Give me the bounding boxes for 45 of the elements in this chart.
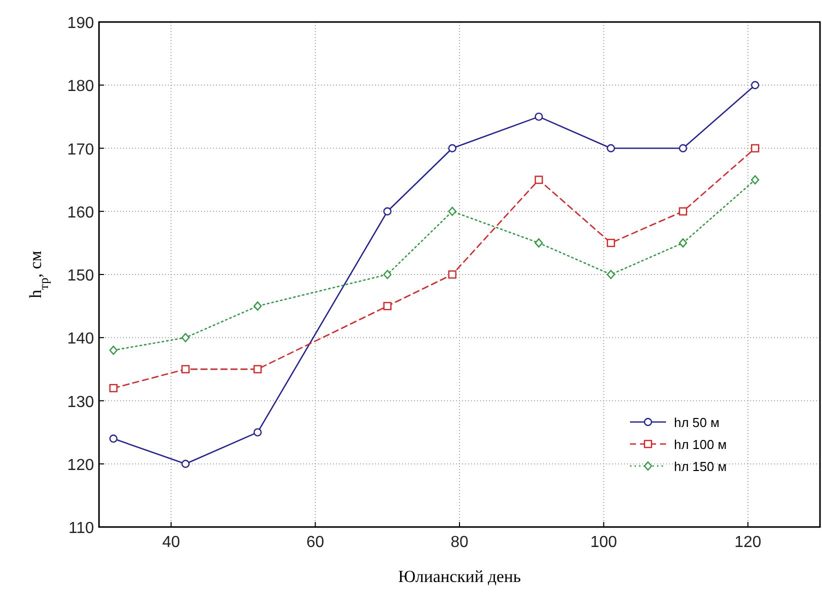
x-tick-label: 60 — [306, 534, 324, 551]
legend-label: hл 50 м — [674, 415, 720, 430]
point — [534, 112, 543, 121]
y-tick-label: 140 — [67, 330, 94, 348]
legend-label: hл 150 м — [674, 459, 727, 474]
point — [254, 365, 262, 374]
point — [448, 270, 456, 279]
x-tick-label: 120 — [734, 534, 762, 551]
y-tick-label: 170 — [67, 141, 94, 158]
y-tick-label: 180 — [67, 78, 94, 96]
point — [448, 206, 456, 216]
y-tick-label: 190 — [67, 15, 94, 32]
legend-label: hл 100 м — [674, 437, 727, 452]
point — [751, 144, 760, 152]
x-tick-label: 80 — [450, 534, 468, 551]
point — [181, 333, 190, 342]
point — [751, 175, 760, 184]
point — [448, 144, 456, 152]
point — [109, 434, 118, 443]
point — [678, 207, 688, 216]
point — [678, 238, 688, 248]
point — [534, 176, 543, 184]
point — [383, 270, 392, 280]
point — [383, 302, 392, 310]
y-tick-label: 130 — [67, 394, 94, 411]
y-tick-label: 120 — [67, 456, 94, 474]
y-tick-label: 150 — [67, 268, 94, 284]
y-tick-label: 110 — [68, 520, 94, 537]
y-tick-label: 160 — [67, 204, 94, 222]
point — [254, 301, 262, 311]
point — [751, 81, 760, 90]
point — [109, 346, 118, 355]
point — [606, 238, 616, 248]
point — [181, 460, 190, 468]
x-tick-label: 100 — [590, 534, 618, 551]
point — [181, 365, 190, 374]
point — [109, 384, 118, 392]
x-axis-title: Юлианский день — [398, 567, 522, 586]
point — [254, 428, 262, 436]
point — [534, 238, 543, 248]
point — [606, 270, 616, 280]
point — [383, 207, 392, 216]
point — [606, 144, 616, 152]
x-tick-label: 40 — [162, 534, 180, 551]
point — [678, 144, 688, 152]
